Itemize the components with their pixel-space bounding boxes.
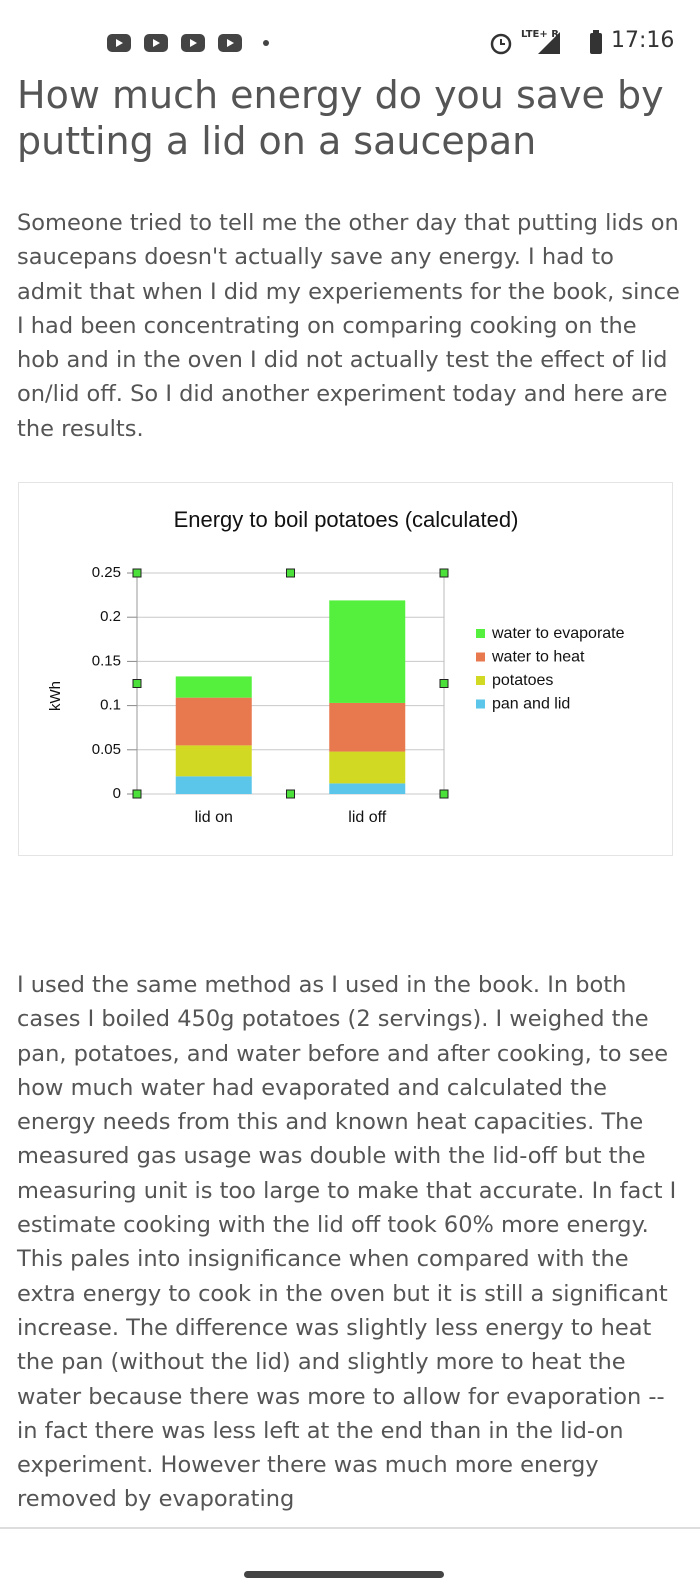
y-tick-label: 0.25 <box>92 564 121 581</box>
selection-handle <box>286 568 295 578</box>
y-tick-label: 0.05 <box>92 741 121 758</box>
bar-segment <box>175 676 252 698</box>
x-tick-label: lid on <box>195 809 233 826</box>
y-tick-label: 0.2 <box>100 608 121 625</box>
legend-swatch <box>476 629 485 638</box>
clock: 17:16 <box>611 28 675 53</box>
notification-icons <box>107 34 269 52</box>
home-indicator[interactable] <box>244 1571 444 1578</box>
y-axis-label: kWh <box>47 681 64 711</box>
legend-label: water to heat <box>491 649 585 666</box>
selection-handle <box>132 568 142 578</box>
bar-segment <box>329 702 406 752</box>
chart-title: Energy to boil potatoes (calculated) <box>174 507 519 532</box>
legend-swatch <box>476 699 485 709</box>
legend-label: potatoes <box>492 672 553 689</box>
nav-divider <box>0 1527 700 1529</box>
bar-segment <box>175 697 252 746</box>
system-icons <box>490 30 602 55</box>
y-tick-label: 0.15 <box>92 652 121 669</box>
status-bar: LTE+ R 17:16 <box>0 0 700 80</box>
y-tick-label: 0.1 <box>100 697 121 714</box>
selection-handle <box>439 568 449 578</box>
bar-segment <box>329 783 406 794</box>
paragraph: Someone tried to tell me the other day t… <box>17 210 680 442</box>
selection-handle <box>439 789 449 799</box>
selection-handle <box>132 679 142 688</box>
legend-swatch <box>476 676 485 685</box>
legend-swatch <box>476 652 485 662</box>
paragraph: I used the same method as I used in the … <box>17 972 677 1513</box>
bar-segment <box>175 776 252 794</box>
article-title: How much energy do you save by putting a… <box>17 73 664 163</box>
network-indicator: LTE+ R <box>521 29 559 40</box>
selection-handle <box>439 679 449 688</box>
legend-label: water to evaporate <box>491 625 625 642</box>
bar-segment <box>329 751 406 784</box>
x-tick-label: lid off <box>348 809 387 826</box>
legend-label: pan and lid <box>492 696 570 713</box>
bar-segment <box>175 745 252 777</box>
chart: Energy to boil potatoes (calculated) kWh… <box>47 507 625 826</box>
selection-handle <box>132 789 142 799</box>
bar-segment <box>329 600 406 703</box>
chart-frame: Energy to boil potatoes (calculated) kWh… <box>18 482 673 856</box>
y-tick-label: 0 <box>113 785 121 802</box>
selection-handle <box>286 789 295 799</box>
